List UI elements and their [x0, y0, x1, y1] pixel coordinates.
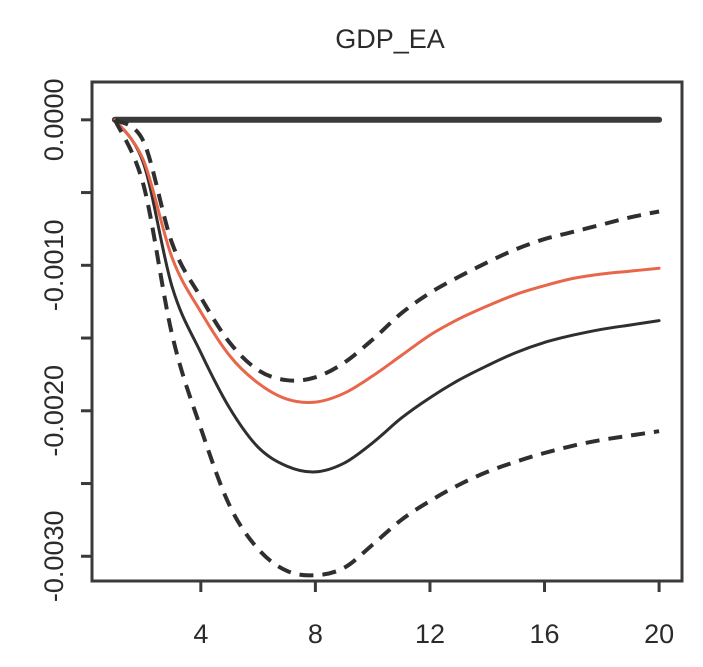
upper-band-line: [113, 118, 660, 383]
x-tick-label: 16: [530, 619, 560, 649]
x-tick-label: 12: [415, 619, 445, 649]
chart-title: GDP_EA: [335, 24, 445, 54]
x-axis: 4 8 12 16 20: [193, 581, 674, 649]
y-tick-label: -0.0020: [39, 365, 69, 457]
y-tick-label: -0.0030: [39, 511, 69, 603]
y-tick-label: 0.0000: [39, 79, 69, 162]
y-axis: 0.0000 -0.0010 -0.0020 -0.0030: [39, 79, 92, 603]
response-line: [113, 118, 661, 474]
plot-frame: [90, 80, 684, 583]
y-tick-label: -0.0010: [39, 220, 69, 312]
series-layer: [111, 116, 663, 578]
x-tick-label: 4: [193, 619, 208, 649]
x-tick-label: 8: [308, 619, 323, 649]
x-tick-label: 20: [644, 619, 674, 649]
lower-band-line: [113, 118, 660, 578]
response-line-red: [113, 118, 661, 404]
